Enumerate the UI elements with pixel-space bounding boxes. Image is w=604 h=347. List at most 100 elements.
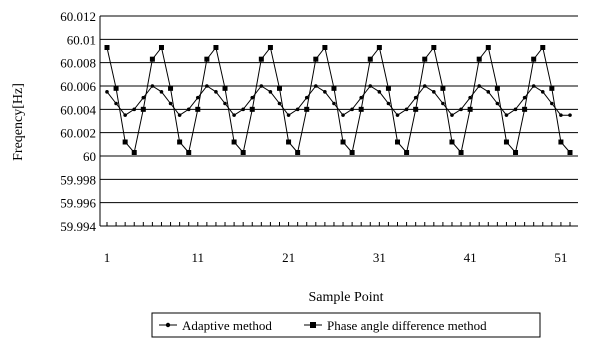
- y-tick-label: 59.994: [60, 219, 96, 234]
- legend-phase-marker: [310, 322, 316, 328]
- data-point-phase: [195, 106, 201, 112]
- data-point-adaptive: [550, 101, 554, 106]
- data-point-adaptive: [159, 90, 164, 94]
- data-point-phase: [367, 56, 373, 62]
- data-point-adaptive: [486, 90, 491, 94]
- legend: Adaptive method Phase angle difference m…: [151, 312, 541, 338]
- data-point-adaptive: [522, 95, 527, 100]
- data-point-phase: [431, 45, 437, 50]
- data-point-phase: [186, 150, 192, 155]
- data-point-adaptive: [223, 101, 227, 106]
- x-tick-label: 51: [554, 250, 567, 265]
- y-tick-label: 59.998: [60, 172, 96, 187]
- data-point-adaptive: [195, 95, 200, 100]
- data-point-adaptive: [350, 107, 354, 112]
- data-point-adaptive: [559, 113, 563, 117]
- data-point-phase: [177, 139, 183, 145]
- data-point-phase: [449, 139, 455, 145]
- data-point-adaptive: [450, 113, 454, 117]
- legend-phase-label: Phase angle difference method: [327, 318, 487, 333]
- y-tick-label: 60: [83, 149, 96, 164]
- y-tick-label: 60.012: [60, 9, 96, 24]
- data-point-phase: [376, 45, 382, 50]
- data-point-adaptive: [314, 84, 318, 88]
- y-axis-tick-labels: 60.012 60.01 60.008 60.006 60.004 60.002 60 59.…: [60, 9, 96, 234]
- legend-adaptive-label: Adaptive method: [182, 318, 272, 333]
- data-point-phase: [549, 85, 555, 91]
- data-point-adaptive: [295, 107, 300, 112]
- series-layer: [104, 45, 573, 155]
- data-point-phase: [340, 139, 346, 145]
- x-tick-label: 31: [373, 250, 386, 265]
- data-point-phase: [413, 106, 419, 112]
- x-axis-title: Sample Point: [308, 290, 383, 305]
- data-point-adaptive: [141, 95, 146, 100]
- data-point-adaptive: [186, 107, 191, 112]
- data-point-phase: [385, 85, 391, 91]
- data-point-phase: [295, 150, 301, 155]
- data-point-adaptive: [386, 101, 391, 106]
- data-point-adaptive: [168, 101, 173, 106]
- data-point-adaptive: [232, 113, 236, 117]
- data-point-phase: [558, 139, 564, 145]
- data-point-phase: [276, 85, 282, 91]
- data-point-adaptive: [150, 84, 155, 88]
- data-point-phase: [422, 56, 428, 62]
- data-point-adaptive: [568, 113, 572, 117]
- y-tick-label: 60.01: [67, 32, 96, 47]
- data-point-phase: [258, 56, 264, 62]
- data-point-phase: [395, 139, 401, 145]
- y-axis-title: Freqency[Hz]: [11, 83, 26, 161]
- data-point-adaptive: [359, 95, 363, 100]
- data-point-phase: [404, 150, 410, 155]
- data-point-phase: [349, 150, 355, 155]
- data-point-adaptive: [341, 113, 345, 117]
- data-point-adaptive: [441, 101, 445, 106]
- data-point-phase: [440, 85, 446, 91]
- data-point-phase: [476, 56, 482, 62]
- data-point-phase: [522, 106, 528, 112]
- data-point-phase: [531, 56, 537, 62]
- data-point-phase: [149, 56, 155, 62]
- y-tick-label: 60.004: [60, 102, 96, 117]
- data-point-phase: [286, 139, 292, 145]
- data-point-phase: [213, 45, 219, 50]
- x-tick-label: 11: [192, 250, 205, 265]
- data-point-adaptive: [432, 90, 436, 94]
- data-point-adaptive: [531, 84, 536, 88]
- data-point-adaptive: [114, 101, 118, 106]
- data-point-adaptive: [304, 95, 309, 100]
- data-point-phase: [322, 45, 328, 50]
- x-tick-label: 1: [104, 250, 111, 265]
- data-point-phase: [222, 85, 228, 91]
- x-tick-label: 41: [464, 250, 477, 265]
- data-point-phase: [358, 106, 364, 112]
- data-point-phase: [540, 45, 546, 50]
- data-point-phase: [249, 106, 255, 112]
- data-point-phase: [140, 106, 146, 112]
- data-point-phase: [567, 150, 573, 155]
- data-point-adaptive: [250, 95, 255, 100]
- data-point-adaptive: [205, 84, 209, 88]
- data-point-adaptive: [422, 84, 427, 88]
- data-point-phase: [204, 56, 210, 62]
- data-point-phase: [458, 150, 464, 155]
- data-point-phase: [304, 106, 310, 112]
- data-point-phase: [485, 45, 491, 50]
- data-point-adaptive: [413, 95, 418, 100]
- data-point-adaptive: [404, 107, 409, 112]
- data-point-phase: [158, 45, 164, 50]
- data-point-adaptive: [132, 107, 137, 112]
- data-point-adaptive: [377, 90, 382, 94]
- data-point-phase: [513, 150, 519, 155]
- data-point-phase: [231, 139, 237, 145]
- data-point-adaptive: [540, 90, 545, 94]
- data-point-phase: [313, 56, 319, 62]
- data-point-phase: [331, 85, 337, 91]
- data-point-adaptive: [277, 101, 282, 106]
- legend-box: [151, 312, 541, 338]
- data-point-adaptive: [241, 107, 245, 112]
- y-tick-label: 60.008: [60, 56, 96, 71]
- data-point-adaptive: [286, 113, 291, 117]
